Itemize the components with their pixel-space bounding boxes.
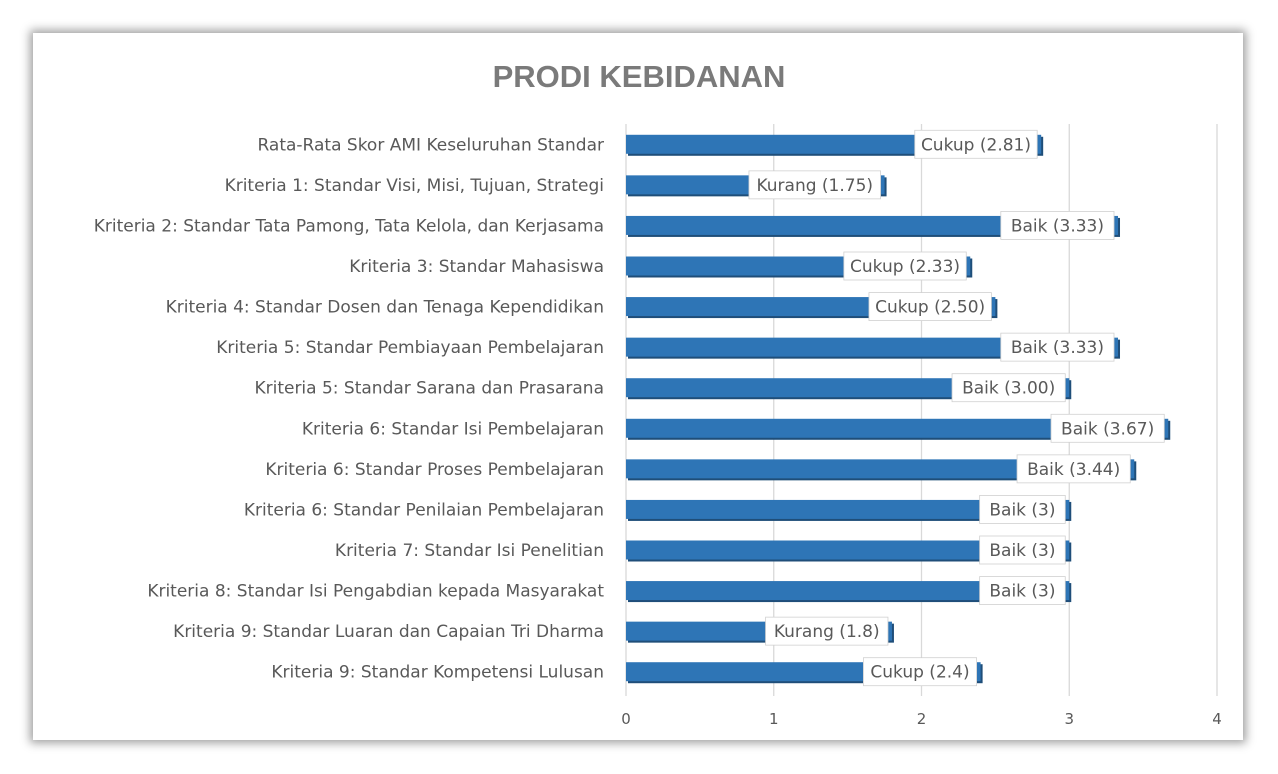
data-label-box xyxy=(1050,413,1165,443)
bar xyxy=(626,499,1070,519)
gridlines xyxy=(625,124,1218,696)
category-label: Kriteria 3: Standar Mahasiswa xyxy=(349,257,604,277)
bar xyxy=(626,459,1135,479)
category-label: Kriteria 2: Standar Tata Pamong, Tata Ke… xyxy=(94,216,604,236)
data-label: Baik (3.33) xyxy=(1011,216,1104,236)
category-label: Kriteria 1: Standar Visi, Misi, Tujuan, … xyxy=(225,176,604,196)
data-labels: Cukup (2.81) Kurang (1.75) Baik (3.33) Cuku… xyxy=(748,129,1165,687)
data-label-box xyxy=(914,129,1038,159)
category-labels: Rata-Rata Skor AMI Keseluruhan Standar Kr… xyxy=(94,135,605,682)
category-label: Kriteria 7: Standar Isi Penelitian xyxy=(335,541,604,561)
category-label: Kriteria 5: Standar Pembiayaan Pembelaja… xyxy=(216,338,604,358)
data-label-box xyxy=(843,251,967,281)
data-label: Cukup (2.50) xyxy=(875,298,985,318)
data-label-box xyxy=(979,535,1066,565)
data-label: Baik (3.33) xyxy=(1011,338,1104,358)
chart-title: PRODI KEBIDANAN xyxy=(493,59,786,94)
data-label-box xyxy=(979,576,1066,605)
category-label: Rata-Rata Skor AMI Keseluruhan Standar xyxy=(257,135,604,155)
data-label: Baik (3) xyxy=(989,541,1055,561)
category-label: Kriteria 6: Standar Penilaian Pembelajar… xyxy=(244,500,604,520)
data-label: Baik (3.67) xyxy=(1061,419,1154,439)
data-label-box xyxy=(951,373,1066,403)
category-label: Kriteria 8: Standar Isi Pengabdian kepad… xyxy=(147,582,604,602)
x-axis-ticks: 0 1 2 3 4 xyxy=(621,710,1222,728)
bar xyxy=(626,581,1070,601)
data-label: Baik (3) xyxy=(989,582,1055,602)
category-label: Kriteria 9: Standar Kompetensi Lulusan xyxy=(271,663,604,683)
x-tick-label: 1 xyxy=(769,710,779,728)
data-label-box xyxy=(863,657,978,687)
bar xyxy=(626,540,1070,560)
category-label: Kriteria 5: Standar Sarana dan Prasarana xyxy=(254,379,604,399)
x-tick-label: 0 xyxy=(621,710,631,728)
data-label: Baik (3) xyxy=(989,500,1055,520)
data-label-box xyxy=(1000,211,1115,240)
data-label-box xyxy=(1016,454,1131,484)
category-label: Kriteria 6: Standar Proses Pembelajaran xyxy=(265,460,604,480)
data-label-box xyxy=(868,292,992,321)
data-label: Kurang (1.8) xyxy=(774,622,880,642)
x-tick-label: 2 xyxy=(917,710,927,728)
category-label: Kriteria 4: Standar Dosen dan Tenaga Kep… xyxy=(166,298,604,318)
bar xyxy=(626,418,1169,438)
bar xyxy=(626,337,1119,357)
data-label: Cukup (2.33) xyxy=(850,257,960,277)
bar xyxy=(626,215,1119,235)
data-label: Baik (3.44) xyxy=(1027,460,1120,480)
data-label-box xyxy=(765,616,889,646)
data-label-box xyxy=(748,170,881,200)
x-tick-label: 3 xyxy=(1064,710,1074,728)
data-label: Kurang (1.75) xyxy=(756,176,873,196)
category-label: Kriteria 6: Standar Isi Pembelajaran xyxy=(302,419,604,439)
category-label: Kriteria 9: Standar Luaran dan Capaian T… xyxy=(173,622,604,642)
data-label-box xyxy=(979,495,1066,524)
data-label-box xyxy=(1000,332,1115,362)
x-tick-label: 4 xyxy=(1212,710,1222,728)
data-label: Cukup (2.4) xyxy=(870,663,969,683)
data-label: Baik (3.00) xyxy=(962,379,1055,399)
data-label: Cukup (2.81) xyxy=(921,135,1031,155)
